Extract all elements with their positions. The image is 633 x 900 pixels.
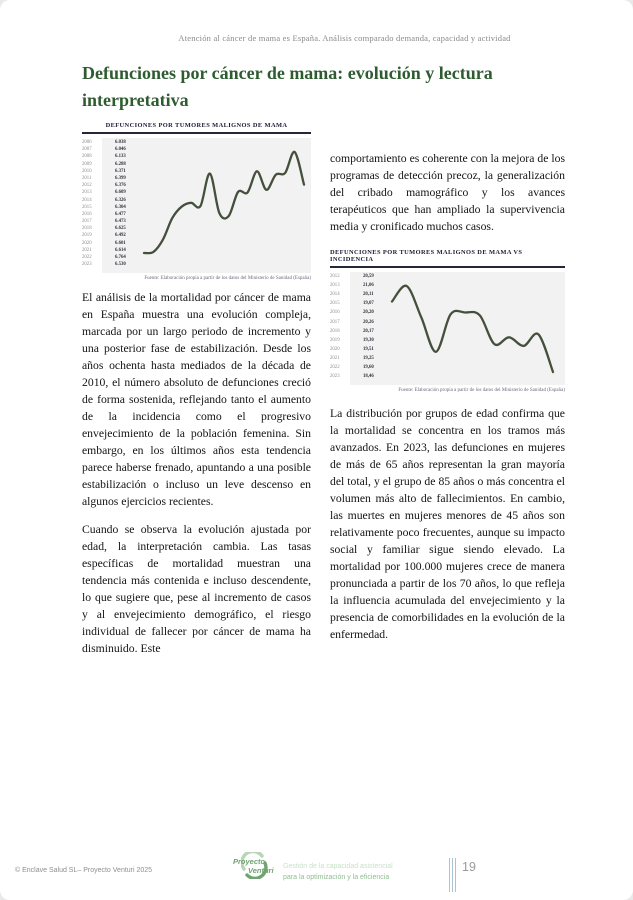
data-value-label: 6.614 (115, 247, 126, 253)
chart-title: DEFUNCIONES POR TUMORES MALIGNOS DE MAMA… (330, 249, 523, 263)
axis-year-label: 2014 (82, 197, 92, 203)
logo-swoosh-icon (241, 852, 268, 879)
data-value-label: 19,51 (363, 346, 374, 352)
data-value-label: 19,25 (363, 355, 374, 361)
page-title: Defunciones por cáncer de mama: evolució… (82, 63, 493, 110)
data-value-label: 6.625 (115, 226, 126, 232)
chart-plot-area: 6.038 6.046 6.133 6.288 6.371 6.399 6.376 6.609… (102, 138, 311, 273)
data-value-label: 6.399 (115, 175, 126, 181)
data-value-label: 6.133 (115, 154, 126, 160)
data-value-label: 6.477 (115, 211, 126, 217)
axis-year-label: 2021 (82, 247, 92, 253)
chart-plot-area: 20,59 21,06 20,11 19,07 20,20 20,26 20,17 19,30… (350, 272, 565, 385)
chart-defunciones-vs-incidencia: DEFUNCIONES POR TUMORES MALIGNOS DE MAMA… (330, 249, 565, 393)
axis-year-label: 2018 (330, 328, 340, 334)
chart-value-labels: 20,59 21,06 20,11 19,07 20,20 20,26 20,17 19,30… (363, 274, 374, 380)
data-value-label: 6.046 (115, 147, 126, 153)
page-number-bars-icon (449, 858, 456, 892)
axis-year-label: 2013 (82, 190, 92, 196)
data-value-label: 21,06 (363, 283, 374, 289)
chart-value-labels: 6.038 6.046 6.133 6.288 6.371 6.399 6.376 6.609… (115, 140, 126, 268)
axis-year-label: 2012 (82, 183, 92, 189)
data-value-label: 20,26 (363, 319, 374, 325)
paragraph: La distribución por grupos de edad confi… (330, 407, 565, 641)
axis-year-label: 2020 (82, 240, 92, 246)
footer-copyright: © Enclave Salud SL– Proyecto Venturi 202… (15, 867, 153, 874)
data-value-label: 6.473 (115, 219, 126, 225)
chart-source-note: Fuente: Elaboración propia a partir de l… (144, 276, 311, 281)
line-series (142, 150, 306, 255)
axis-year-label: 2008 (82, 154, 92, 160)
data-value-label: 6.326 (115, 197, 126, 203)
data-value-label: 20,17 (363, 328, 374, 334)
axis-year-label: 2016 (330, 310, 340, 316)
proyecto-venturi-logo: Proyecto Venturi (233, 851, 297, 883)
data-value-label: 18,46 (363, 374, 374, 380)
axis-year-label: 2015 (82, 204, 92, 210)
data-value-label: 20,20 (363, 310, 374, 316)
axis-year-label: 2019 (330, 337, 340, 343)
axis-year-label: 2023 (82, 262, 92, 268)
axis-year-label: 2020 (330, 346, 340, 352)
axis-year-label: 2017 (330, 319, 340, 325)
data-value-label: 6.764 (115, 255, 126, 260)
data-value-label: 19,30 (363, 337, 374, 343)
chart-defunciones-absolutas: DEFUNCIONES POR TUMORES MALIGNOS DE MAMA… (82, 122, 311, 281)
axis-year-label: 2021 (330, 355, 340, 361)
data-value-label: 6.371 (115, 168, 126, 174)
axis-year-label: 2015 (330, 301, 340, 307)
axis-year-label: 2013 (330, 283, 340, 289)
data-value-label: 6.288 (115, 161, 126, 167)
axis-year-label: 2016 (82, 211, 92, 217)
axis-year-label: 2010 (82, 168, 92, 174)
axis-year-label: 2014 (330, 292, 340, 298)
chart-rule (82, 132, 311, 134)
data-value-label: 6.530 (115, 262, 126, 268)
axis-year-label: 2023 (330, 374, 340, 380)
right-column: comportamiento es coherente con la mejor… (330, 150, 565, 654)
data-value-label: 6.609 (115, 190, 126, 196)
axis-year-label: 2018 (82, 226, 92, 232)
axis-year-label: 2017 (82, 219, 92, 225)
axis-year-label: 2007 (82, 147, 92, 153)
chart-title: DEFUNCIONES POR TUMORES MALIGNOS DE MAMA (105, 122, 288, 129)
paragraph: comportamiento es coherente con la mejor… (330, 152, 565, 233)
data-value-label: 6.304 (115, 204, 126, 210)
axis-year-label: 2012 (330, 274, 340, 279)
logo-wordmark: Proyecto Venturi (233, 857, 274, 875)
axis-year-label: 2019 (82, 233, 92, 239)
running-header: Atención al cáncer de mama es España. An… (178, 33, 511, 43)
chart-year-axis: 2006 2007 2008 2009 2010 2011 2012 2013 2014 2015… (82, 138, 102, 273)
axis-year-label: 2022 (82, 255, 92, 260)
paragraph: Cuando se observa la evolución ajustada … (82, 523, 311, 655)
logo-tagline: Gestión de la capacidad asistencial para… (283, 863, 393, 881)
chart-rule (330, 266, 565, 268)
data-value-label: 6.601 (115, 240, 126, 246)
page-number-block: 19 (449, 858, 476, 892)
data-value-label: 19,07 (363, 301, 374, 307)
page-number: 19 (462, 860, 476, 874)
data-value-label: 6.038 (115, 140, 126, 145)
axis-year-label: 2009 (82, 161, 92, 167)
left-column: DEFUNCIONES POR TUMORES MALIGNOS DE MAMA… (82, 122, 311, 668)
data-value-label: 20,11 (363, 292, 374, 298)
chart-year-axis: 2012 2013 2014 2015 2016 2017 2018 2019 2020 2021… (330, 272, 350, 385)
data-value-label: 6.376 (115, 183, 126, 189)
data-value-label: 20,59 (363, 274, 374, 279)
axis-year-label: 2022 (330, 365, 340, 371)
axis-year-label: 2006 (82, 140, 92, 145)
data-value-label: 19,60 (363, 365, 374, 371)
chart-source-note: Fuente: Elaboración propia a partir de l… (398, 388, 565, 393)
axis-year-label: 2011 (82, 175, 92, 181)
line-series (390, 284, 555, 374)
paragraph: El análisis de la mortalidad por cáncer … (82, 291, 311, 508)
data-value-label: 6.492 (115, 233, 126, 239)
